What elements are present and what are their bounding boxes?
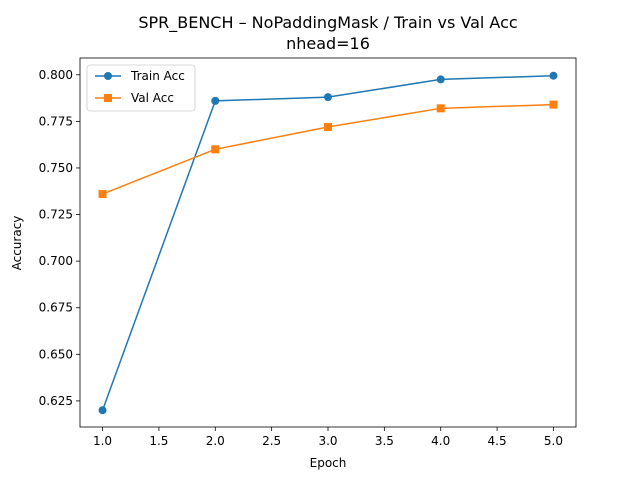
- x-tick-label: 1.0: [93, 434, 112, 448]
- data-point: [211, 145, 220, 154]
- data-point: [436, 75, 445, 84]
- y-tick-label: 0.725: [39, 208, 73, 222]
- data-point: [324, 93, 332, 102]
- x-tick-label: 1.5: [149, 434, 168, 448]
- x-tick-label: 3.0: [318, 434, 337, 448]
- data-point: [549, 71, 558, 80]
- data-point: [211, 96, 220, 105]
- y-axis-label: Accuracy: [10, 216, 24, 271]
- legend-marker-0: [104, 72, 112, 80]
- y-tick-label: 0.675: [39, 301, 73, 315]
- y-tick-label: 0.650: [39, 347, 73, 361]
- y-tick-label: 0.775: [39, 114, 73, 128]
- data-point: [98, 406, 107, 415]
- y-tick-label: 0.750: [39, 161, 73, 175]
- x-tick-label: 5.0: [544, 434, 563, 448]
- legend-label-0: Train Acc: [130, 69, 185, 83]
- y-tick-label: 0.800: [39, 68, 73, 82]
- legend-marker-1: [104, 94, 112, 102]
- plot-area: 1.0 1.5 2.0 2.5 3.0 3.5 4.0 4.5 5.0 0.625 0.650 0.6…: [39, 57, 577, 448]
- y-tick-label: 0.700: [39, 254, 73, 268]
- x-tick-label: 4.0: [431, 434, 450, 448]
- data-point: [549, 100, 558, 109]
- x-tick-label: 2.0: [206, 434, 225, 448]
- x-tick-label: 4.5: [488, 434, 507, 448]
- plot-frame: [79, 57, 577, 428]
- data-point: [324, 122, 332, 131]
- legend: Train Acc Val Acc: [86, 64, 196, 112]
- data-point: [436, 104, 445, 113]
- y-tick-label: 0.625: [39, 394, 73, 408]
- x-tick-label: 2.5: [262, 434, 281, 448]
- chart-subtitle: nhead=16: [286, 34, 370, 53]
- data-point: [98, 190, 107, 199]
- x-tick-label: 3.5: [375, 434, 394, 448]
- legend-label-1: Val Acc: [131, 91, 174, 105]
- x-axis-label: Epoch: [310, 456, 347, 470]
- chart-title: SPR_BENCH – NoPaddingMask / Train vs Val…: [138, 13, 517, 33]
